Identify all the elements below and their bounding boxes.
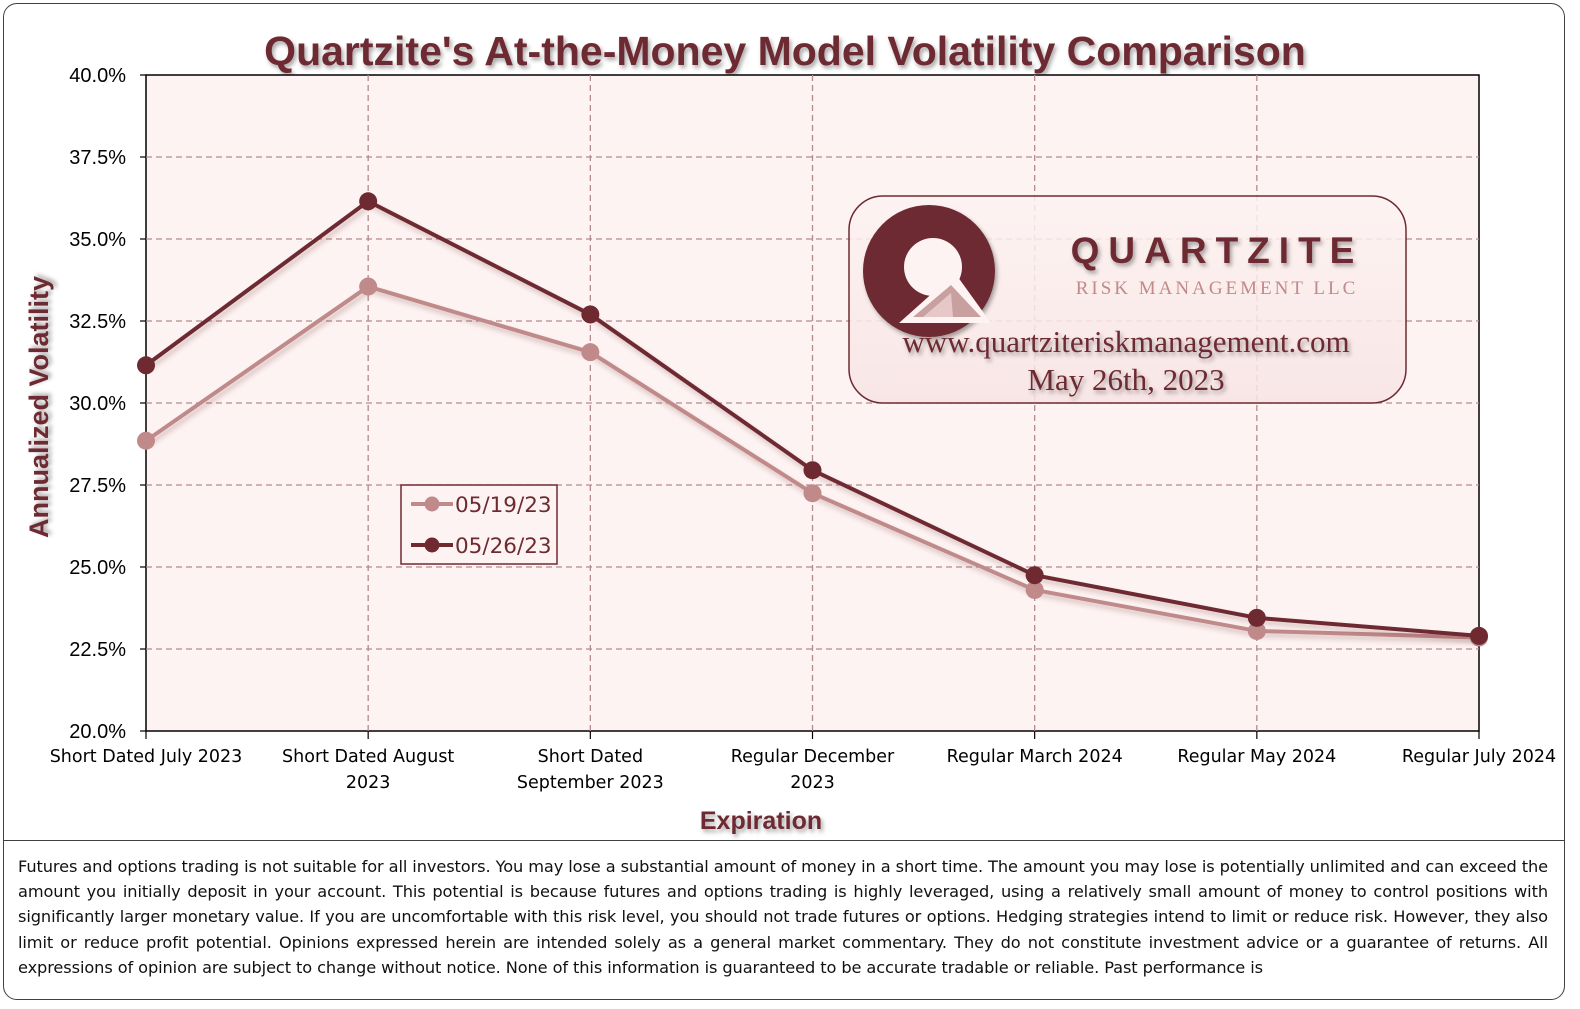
x-tick-label: 2023 xyxy=(346,773,391,793)
data-point xyxy=(803,461,822,480)
logo-company-name: QUARTZITE xyxy=(1071,230,1364,271)
data-point xyxy=(581,343,600,362)
y-tick-label: 20.0% xyxy=(69,721,126,743)
x-tick-label: Regular May 2024 xyxy=(1177,747,1336,767)
data-point xyxy=(137,356,155,375)
y-axis-title: Annualized Volatility xyxy=(24,276,54,538)
logo-url: www.quartziteriskmanagement.com xyxy=(902,324,1349,359)
chart-title: Quartzite's At-the-Money Model Volatilit… xyxy=(264,28,1306,74)
data-point xyxy=(359,277,378,296)
logo-subtitle: RISK MANAGEMENT LLC xyxy=(1076,278,1359,299)
data-point xyxy=(137,431,155,450)
y-tick-label: 22.5% xyxy=(69,639,126,661)
data-point xyxy=(803,484,822,503)
data-point xyxy=(581,305,600,324)
y-tick-label: 37.5% xyxy=(69,147,126,169)
legend-label-1: 05/19/23 xyxy=(455,493,552,518)
logo-date: May 26th, 2023 xyxy=(1027,362,1224,397)
x-tick-label: Short Dated xyxy=(538,747,643,767)
x-tick-label: Short Dated July 2023 xyxy=(50,747,243,767)
y-tick-label: 27.5% xyxy=(69,475,126,497)
logo-box: QUARTZITE RISK MANAGEMENT LLC www.quartz… xyxy=(848,195,1407,404)
chart-frame: Quartzite's At-the-Money Model Volatilit… xyxy=(3,3,1565,1000)
legend: 05/19/23 05/26/23 xyxy=(400,484,558,565)
y-tick-label: 35.0% xyxy=(69,229,126,251)
data-point xyxy=(1247,621,1266,640)
chart: Quartzite's At-the-Money Model Volatilit… xyxy=(24,28,1556,835)
grid xyxy=(146,75,1479,731)
y-tick-label: 30.0% xyxy=(69,393,126,415)
x-tick-label: Short Dated August xyxy=(282,747,454,767)
x-axis-title: Expiration xyxy=(700,807,822,835)
data-point xyxy=(1247,608,1266,627)
legend-marker-2 xyxy=(424,537,440,553)
disclaimer-text: Futures and options trading is not suita… xyxy=(4,840,1564,999)
x-tick-label: Regular December xyxy=(731,747,895,767)
x-tick-label: Regular March 2024 xyxy=(947,747,1123,767)
quartzite-logo-icon xyxy=(863,205,995,337)
legend-label-2: 05/26/23 xyxy=(455,534,552,559)
series xyxy=(137,192,1488,647)
y-tick-label: 32.5% xyxy=(69,311,126,333)
x-tick-label: September 2023 xyxy=(517,773,664,793)
data-point xyxy=(1470,626,1488,645)
y-tick-label: 25.0% xyxy=(69,557,126,579)
data-point xyxy=(1025,566,1044,585)
y-tick-label: 40.0% xyxy=(69,65,126,87)
legend-marker-1 xyxy=(424,496,440,512)
axes: 20.0% 22.5% 25.0% 27.5% 30.0% 32.5% 35.0% 37.5%… xyxy=(50,65,1556,793)
data-point xyxy=(359,192,378,211)
legend-box xyxy=(400,484,558,565)
x-tick-label: 2023 xyxy=(790,773,835,793)
x-tick-label: Regular July 2024 xyxy=(1402,747,1556,767)
data-point xyxy=(1025,580,1044,599)
